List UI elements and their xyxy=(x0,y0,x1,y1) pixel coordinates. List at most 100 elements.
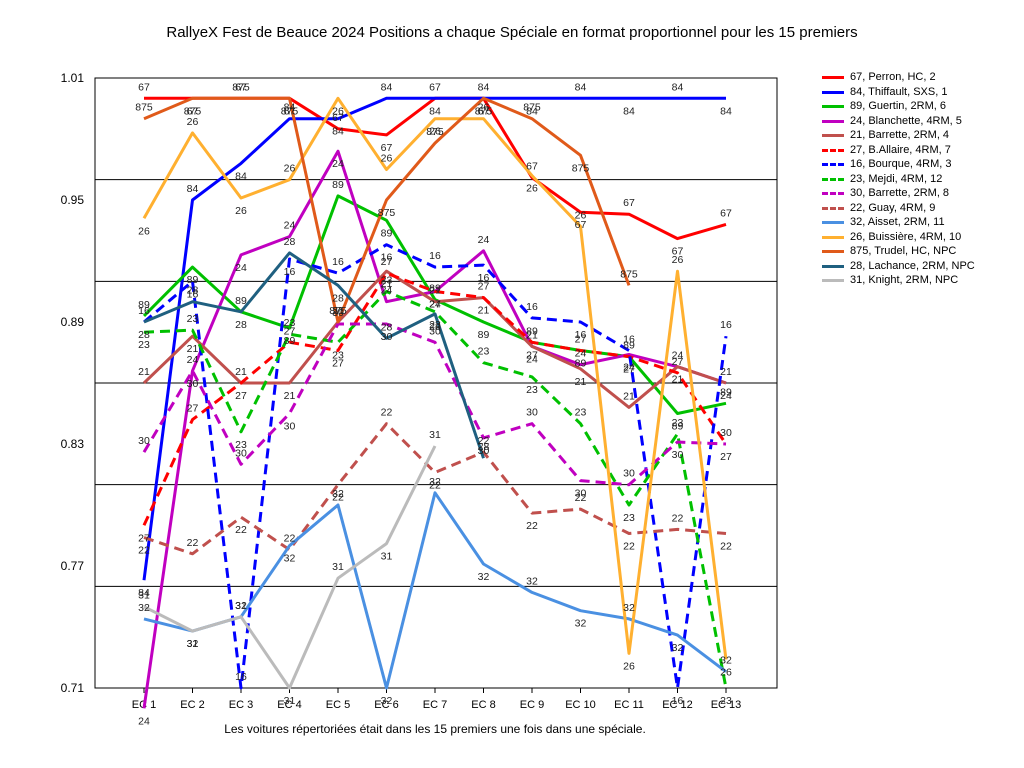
data-label: 27 xyxy=(429,299,441,311)
legend-item: 21, Barrette, 2RM, 4 xyxy=(822,128,1022,143)
legend-item: 27, B.Allaire, 4RM, 7 xyxy=(822,143,1022,158)
legend-label: 16, Bourque, 4RM, 3 xyxy=(850,158,952,170)
data-label: 26 xyxy=(429,126,441,138)
plot-frame xyxy=(94,77,778,689)
data-label: 21 xyxy=(526,329,538,341)
series-line xyxy=(142,96,726,581)
data-label: 16 xyxy=(623,333,635,345)
data-label: 30 xyxy=(720,427,732,439)
data-label: 22 xyxy=(381,407,393,419)
data-label: 89 xyxy=(284,335,296,347)
legend-label: 22, Guay, 4RM, 9 xyxy=(850,201,936,214)
data-label: 31 xyxy=(138,590,150,602)
data-label: 26 xyxy=(235,205,247,217)
legend-swatch xyxy=(822,163,844,166)
data-label: 32 xyxy=(235,600,247,612)
data-label: 84 xyxy=(332,126,344,138)
data-label: 67 xyxy=(526,161,538,173)
data-label: 23 xyxy=(332,349,344,361)
legend-swatch xyxy=(822,221,844,224)
data-label: 84 xyxy=(526,105,538,117)
data-label: 23 xyxy=(623,512,635,524)
data-label: 16 xyxy=(526,301,538,313)
data-label: 21 xyxy=(187,343,199,355)
data-label: 27 xyxy=(381,256,393,268)
data-label: 21 xyxy=(720,366,732,378)
legend-item: 22, Guay, 4RM, 9 xyxy=(822,201,1022,216)
data-label: 30 xyxy=(526,407,538,419)
data-label: 27 xyxy=(623,364,635,376)
data-label: 67 xyxy=(720,207,732,219)
data-label: 27 xyxy=(672,356,684,368)
data-label: 89 xyxy=(623,340,635,352)
data-label: 21 xyxy=(429,285,441,297)
data-label: 67 xyxy=(381,142,393,154)
legend-item: 31, Knight, 2RM, NPC xyxy=(822,273,1022,288)
data-label: 30 xyxy=(235,447,247,459)
x-tick-label: EC 13 xyxy=(711,699,742,711)
data-label: 84 xyxy=(187,183,199,195)
data-label: 89 xyxy=(526,325,538,337)
data-label: 26 xyxy=(138,225,150,237)
chart-footnote: Les voitures répertoriées était dans les… xyxy=(224,722,646,736)
data-label: 23 xyxy=(138,339,150,351)
data-label: 875 xyxy=(232,81,250,93)
x-tick-labels: EC 1 EC 2 EC 3 EC 4 EC 5 EC 6 EC 7 EC 8 EC 9 EC 1… xyxy=(132,699,742,711)
data-label: 23 xyxy=(575,407,587,419)
data-label: 16 xyxy=(720,319,732,331)
legend-swatch xyxy=(822,264,844,268)
data-label: 89 xyxy=(187,274,199,286)
data-label: 24 xyxy=(429,299,441,311)
legend-item: 28, Lachance, 2RM, NPC xyxy=(822,259,1022,274)
data-label: 89 xyxy=(478,329,490,341)
data-label: 23 xyxy=(284,317,296,329)
data-label: 28 xyxy=(187,285,199,297)
x-tick-label: EC 2 xyxy=(180,699,204,711)
data-label: 875 xyxy=(184,105,202,117)
data-label: 30 xyxy=(381,331,393,343)
data-label: 26 xyxy=(284,163,296,175)
data-label: 24 xyxy=(672,350,684,362)
data-label: 32 xyxy=(623,602,635,614)
legend-item: 67, Perron, HC, 2 xyxy=(822,70,1022,85)
chart-title: RallyeX Fest de Beauce 2024 Positions a … xyxy=(166,24,858,41)
legend-swatch xyxy=(822,250,844,253)
data-label: 30 xyxy=(575,488,587,500)
data-label: 22 xyxy=(187,537,199,549)
series-line xyxy=(143,290,728,689)
legend-label: 27, B.Allaire, 4RM, 7 xyxy=(850,143,951,156)
data-label: 84 xyxy=(720,105,732,117)
data-label: 32 xyxy=(526,575,538,587)
data-label: 89 xyxy=(138,299,150,311)
series-line xyxy=(143,491,727,690)
data-labels: 6767676767676767676767676784848484848484… xyxy=(135,81,732,727)
data-label: 22 xyxy=(672,512,684,524)
data-label: 27 xyxy=(138,532,150,544)
legend-item: 84, Thiffault, SXS, 1 xyxy=(822,85,1022,100)
data-label: 875 xyxy=(426,126,444,138)
data-label: 32 xyxy=(138,602,150,614)
data-label: 21 xyxy=(623,390,635,402)
data-label: 22 xyxy=(720,540,732,552)
data-label: 30 xyxy=(332,307,344,319)
data-label: 27 xyxy=(526,349,538,361)
data-label: 84 xyxy=(284,102,296,114)
legend-swatch xyxy=(822,90,844,94)
data-label: 31 xyxy=(332,561,344,573)
data-label: 21 xyxy=(284,390,296,402)
data-label: 16 xyxy=(672,695,684,707)
data-label: 22 xyxy=(526,520,538,532)
data-label: 23 xyxy=(381,275,393,287)
y-tick-labels: 0.71 0.77 0.83 0.89 0.95 1.01 xyxy=(61,71,85,695)
data-label: 23 xyxy=(478,346,490,358)
data-label: 32 xyxy=(284,553,296,565)
data-label: 67 xyxy=(672,246,684,258)
data-label: 24 xyxy=(284,220,296,232)
legend-swatch xyxy=(822,192,844,195)
legend-label: 26, Buissière, 4RM, 10 xyxy=(850,230,962,243)
data-label: 89 xyxy=(381,227,393,239)
series-line xyxy=(143,422,727,556)
data-label: 32 xyxy=(720,655,732,667)
x-tick-label: EC 10 xyxy=(565,699,596,711)
data-label: 28 xyxy=(381,321,393,333)
